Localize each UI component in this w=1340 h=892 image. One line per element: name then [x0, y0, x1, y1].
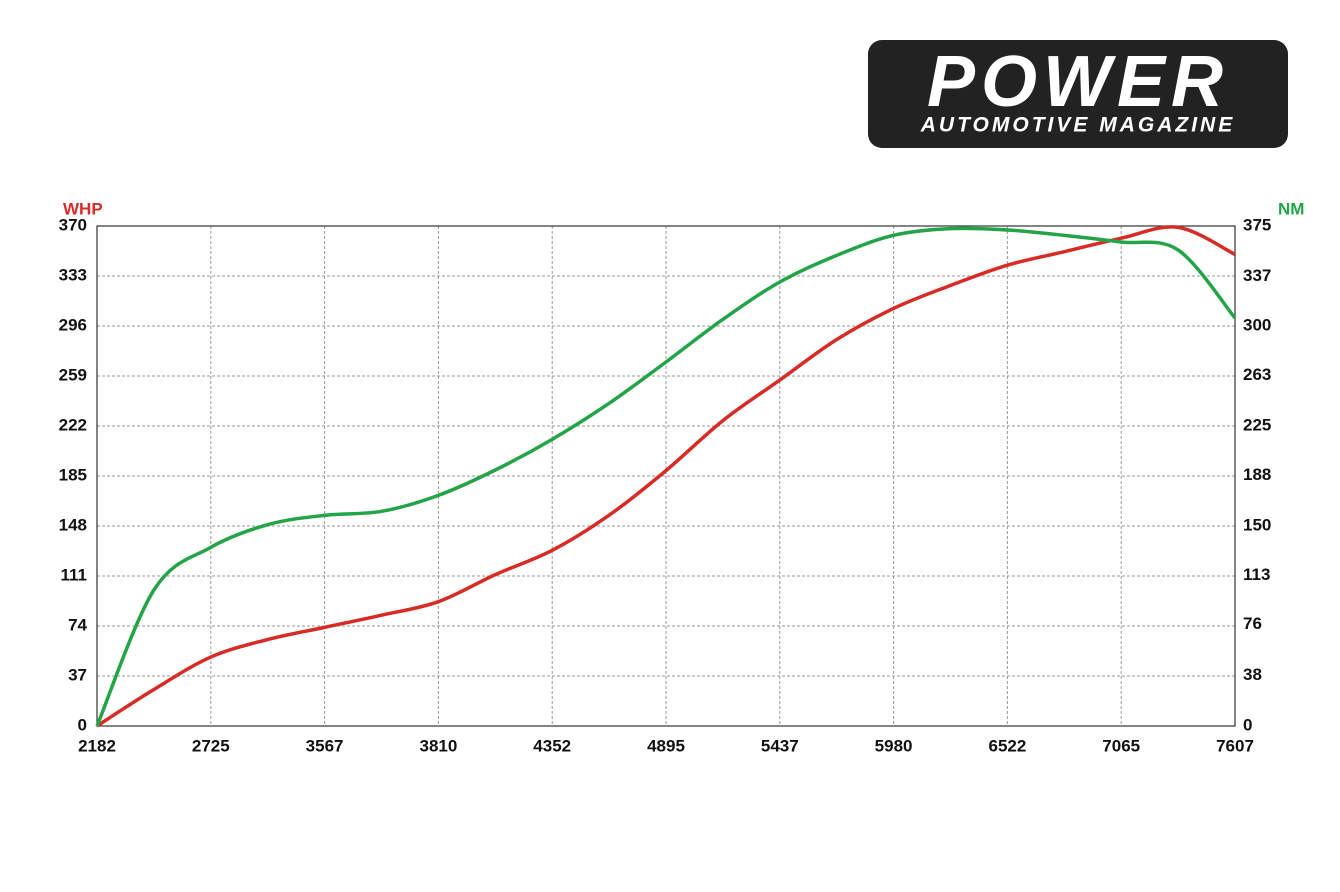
x-tick-label: 5437 — [761, 736, 799, 755]
y-tick-label: 37 — [68, 665, 87, 684]
y-tick-label: 185 — [59, 465, 87, 484]
y-tick-label: 333 — [59, 265, 87, 284]
y2-tick-label: 0 — [1243, 715, 1252, 734]
y-axis-label: WHP — [63, 199, 103, 218]
x-tick-label: 4352 — [533, 736, 571, 755]
x-tick-label: 7607 — [1216, 736, 1254, 755]
y2-tick-label: 150 — [1243, 515, 1271, 534]
logo-title: POWER — [927, 42, 1229, 122]
y2-tick-label: 375 — [1243, 215, 1271, 234]
x-tick-label: 5980 — [875, 736, 913, 755]
y2-tick-label: 38 — [1243, 665, 1262, 684]
y2-tick-label: 225 — [1243, 415, 1271, 434]
x-tick-label: 3567 — [306, 736, 344, 755]
x-tick-label: 4895 — [647, 736, 685, 755]
y-tick-label: 148 — [59, 515, 87, 534]
y2-tick-label: 113 — [1243, 565, 1270, 584]
y2-tick-label: 76 — [1243, 614, 1262, 633]
plot-border — [96, 225, 1236, 727]
y-tick-label: 222 — [59, 415, 87, 434]
x-tick-label: 3810 — [419, 736, 457, 755]
x-tick-label: 2725 — [192, 736, 230, 755]
series-line — [96, 225, 1236, 728]
y-tick-label: 259 — [59, 365, 87, 384]
y-tick-label: 296 — [59, 315, 87, 334]
y-tick-label: 370 — [59, 215, 87, 234]
y-tick-label: 0 — [78, 715, 87, 734]
y2-tick-label: 188 — [1243, 465, 1271, 484]
y-tick-label: 74 — [68, 615, 87, 634]
series-line — [95, 226, 1237, 727]
x-tick-label: 6522 — [988, 736, 1026, 755]
y-tick-label: 111 — [61, 565, 88, 584]
y2-tick-label: 263 — [1243, 365, 1271, 384]
y2-axis-label: NM — [1278, 199, 1304, 218]
x-tick-label: 2182 — [78, 736, 116, 755]
logo-tagline: AUTOMOTIVE MAGAZINE — [920, 114, 1235, 137]
x-tick-label: 7065 — [1102, 736, 1140, 755]
y2-tick-label: 337 — [1243, 266, 1271, 285]
y2-tick-label: 300 — [1243, 315, 1271, 334]
logo-bg — [868, 40, 1288, 148]
